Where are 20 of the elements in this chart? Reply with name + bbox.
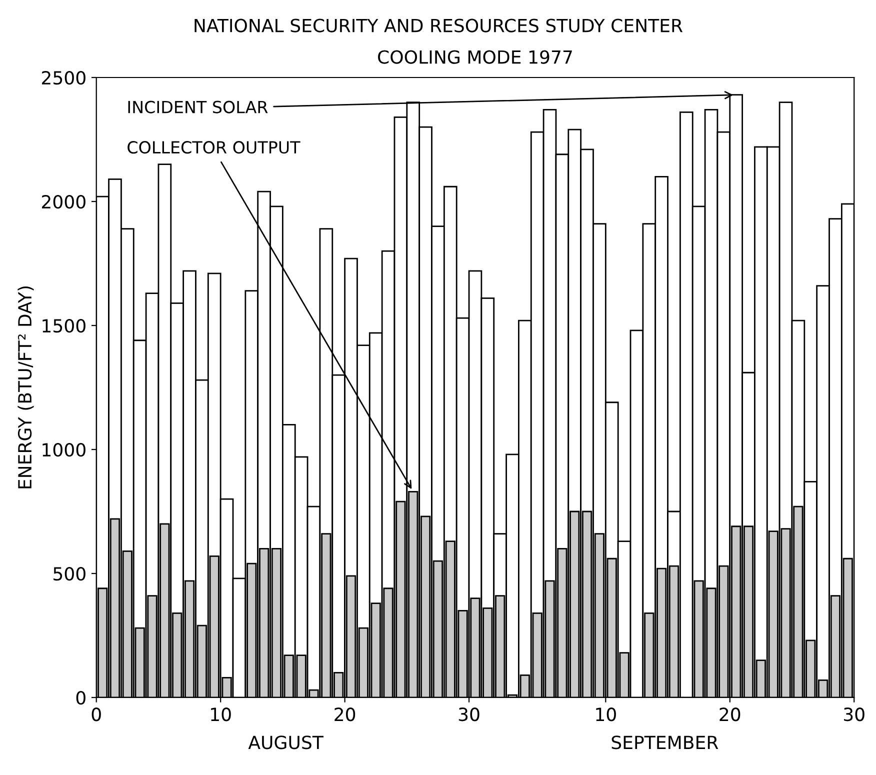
x-tick-label: 0 [92,708,101,722]
text: INCIDENT SOLAR [128,100,268,114]
x-tick-label: 10 [596,708,616,722]
y-tick-label: 2500 [42,70,86,85]
text: AUGUST [248,736,324,750]
x-tick-label: 30 [458,708,480,722]
y-tick-label: 0 [76,690,86,705]
x-tick-label: 30 [844,708,864,722]
x-tick-label: 10 [211,708,231,722]
text: COLLECTOR OUTPUT [128,141,300,154]
x-tick-label: 20 [720,708,740,722]
y-tick-label: 1000 [42,442,86,457]
y-tick-label: 1500 [42,318,86,333]
x-tick-label: 20 [334,708,356,722]
y-tick-label: 500 [54,566,86,581]
text: SEPTEMBER [612,736,718,750]
y-tick-label: 2000 [42,194,86,209]
y-axis-title: ENERGY (BTU/FT² DAY) [18,286,34,488]
chart-subtitle: COOLING MODE 1977 [378,50,572,64]
chart-title: NATIONAL SECURITY AND RESOURCES STUDY CENTER [194,18,683,32]
